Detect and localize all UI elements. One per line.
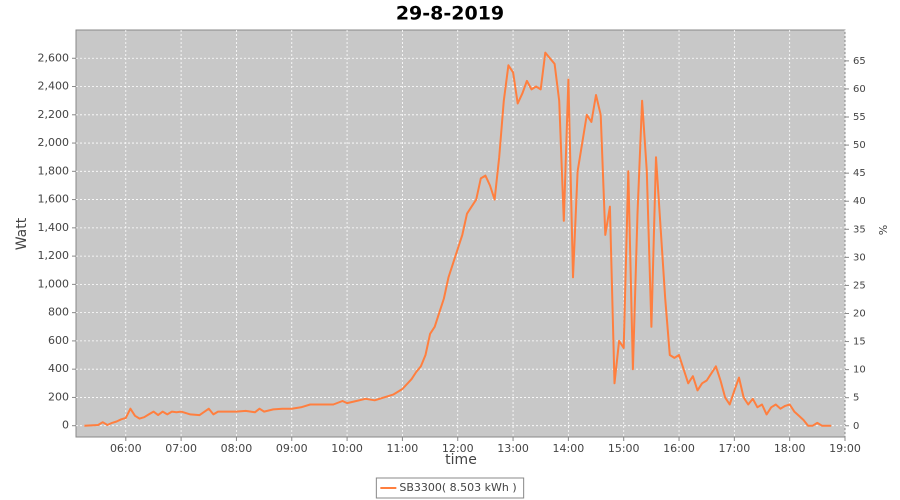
y2-tick-label: 55 — [853, 112, 866, 123]
y-tick-label: 2,400 — [38, 80, 70, 93]
y-tick-label: 1,800 — [38, 164, 70, 177]
y2-tick-label: 15 — [853, 337, 866, 348]
y2-tick-label: 30 — [853, 252, 866, 263]
x-tick-label: 17:00 — [719, 442, 751, 455]
x-tick-label: 11:00 — [387, 442, 419, 455]
y2-tick-label: 60 — [853, 84, 866, 95]
x-tick-label: 06:00 — [110, 442, 142, 455]
y-tick-label: 1,400 — [38, 221, 70, 234]
y2-tick-label: 5 — [853, 393, 859, 404]
legend-box — [375, 477, 525, 499]
y2-axis-label: % — [876, 225, 889, 235]
y2-tick-label: 25 — [853, 280, 866, 291]
y-tick-label: 1,200 — [38, 249, 70, 262]
chart-title: 29-8-2019 — [396, 3, 504, 25]
y-axis-label: Watt — [14, 217, 30, 250]
x-axis-label: time — [445, 452, 477, 468]
x-tick-label: 07:00 — [165, 442, 197, 455]
x-tick-label: 13:00 — [497, 442, 529, 455]
y-tick-label: 2,200 — [38, 108, 70, 121]
y-tick-label: 2,600 — [38, 51, 70, 64]
y-tick-label: 600 — [48, 334, 69, 347]
y2-tick-label: 45 — [853, 168, 866, 179]
x-tick-label: 10:00 — [331, 442, 363, 455]
x-tick-label: 16:00 — [663, 442, 695, 455]
x-tick-label: 14:00 — [553, 442, 585, 455]
y2-tick-label: 20 — [853, 308, 866, 319]
y2-tick-label: 10 — [853, 365, 866, 376]
y2-tick-label: 50 — [853, 140, 866, 151]
x-tick-label: 18:00 — [774, 442, 806, 455]
y2-tick-label: 0 — [853, 421, 859, 432]
y-tick-label: 1,000 — [38, 277, 70, 290]
x-tick-label: 08:00 — [221, 442, 253, 455]
y-tick-label: 0 — [62, 419, 69, 432]
x-tick-label: 19:00 — [829, 442, 861, 455]
y-tick-label: 1,600 — [38, 193, 70, 206]
x-tick-label: 15:00 — [608, 442, 640, 455]
legend-label: SB3300( 8.503 kWh ) — [399, 481, 516, 494]
y2-tick-label: 65 — [853, 56, 866, 67]
x-tick-label: 12:00 — [442, 442, 474, 455]
plot-area — [75, 29, 846, 438]
y2-tick-label: 40 — [853, 196, 866, 207]
y-tick-label: 800 — [48, 306, 69, 319]
y-tick-label: 2,000 — [38, 136, 70, 149]
data-line — [84, 51, 832, 427]
y-tick-label: 400 — [48, 362, 69, 375]
y2-tick-label: 35 — [853, 224, 866, 235]
x-tick-label: 09:00 — [276, 442, 308, 455]
y-tick-label: 200 — [48, 390, 69, 403]
